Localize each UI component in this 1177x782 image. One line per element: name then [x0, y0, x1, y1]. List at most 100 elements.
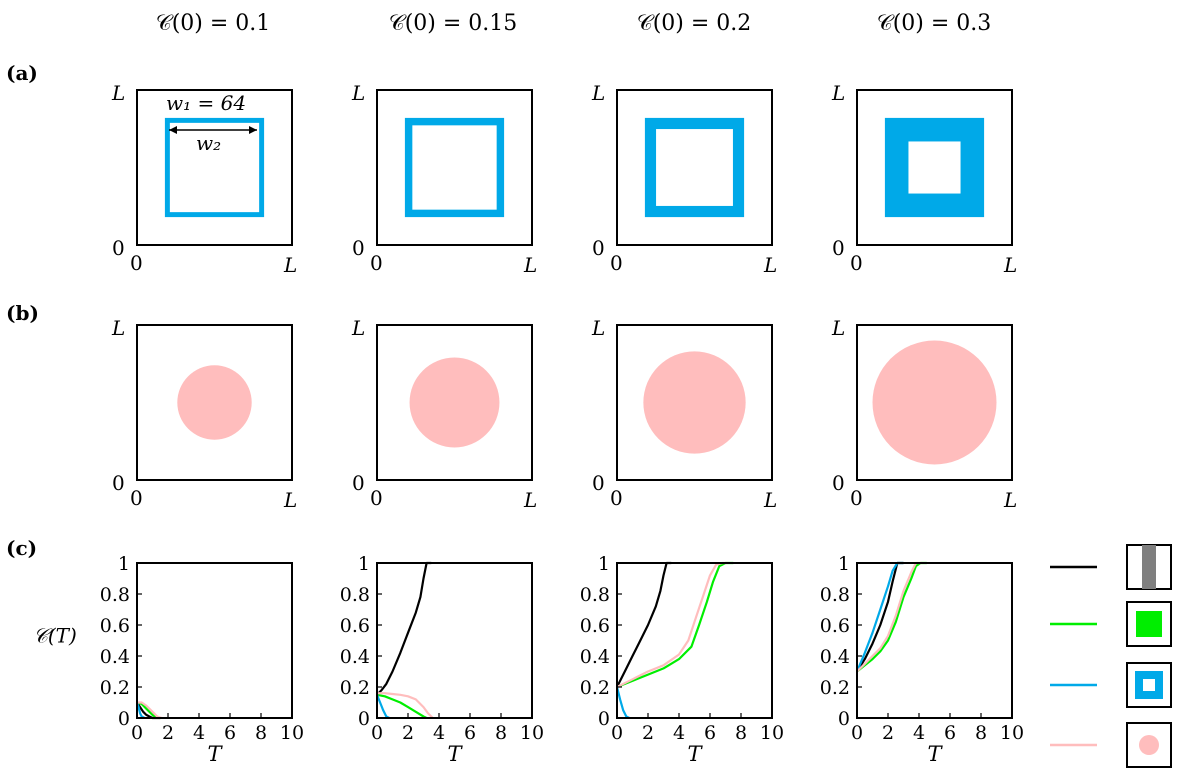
chart-3-ytick-label-6: 1 — [598, 553, 610, 575]
row-a-axis-L-right-1: L — [283, 253, 297, 277]
row-a-axis-0-bottom-2: 0 — [370, 251, 383, 275]
chart-3-xtick-label-1: 0 — [611, 722, 623, 744]
w2-label: w₂ — [196, 131, 221, 155]
solid-square-icon — [1136, 611, 1162, 637]
chart-3-ytick-label-3: 0.4 — [580, 646, 610, 668]
row-label-c: (c) — [6, 536, 37, 560]
chart-1-xtick-label-2: 2 — [162, 722, 174, 744]
row-label-a: (a) — [6, 61, 38, 85]
chart-1-ytick-label-4: 0.6 — [100, 615, 130, 637]
chart-1-xlabel: T — [207, 742, 223, 766]
chart-4-xtick-label-3: 4 — [913, 722, 925, 744]
chart-2-xtick-label-3: 4 — [433, 722, 445, 744]
chart-4-ytick-label-4: 0.6 — [820, 615, 850, 637]
row-a-axis-0-left-1: 0 — [112, 236, 125, 260]
width-annotation: w₁ = 64 w₂ — [166, 91, 257, 155]
chart-1-frame — [136, 562, 293, 719]
chart-4-ytick-label-5: 0.8 — [820, 584, 850, 606]
disk-3 — [643, 351, 746, 454]
row-b-axis-0-bottom-4: 0 — [850, 486, 863, 510]
chart-1-ytick-label-3: 0.4 — [100, 646, 130, 668]
row-a-frame-3 — [616, 89, 773, 246]
row-a-axis-L-right-4: L — [1003, 253, 1017, 277]
chart-1-ytick-label-2: 0.2 — [100, 677, 130, 699]
column-title-2: 𝒞(0) = 0.15 — [389, 11, 518, 36]
chart-4-frame — [856, 562, 1013, 719]
chart-1-ytick-label-6: 1 — [118, 553, 130, 575]
column-title-3: 𝒞(0) = 0.2 — [637, 11, 752, 36]
row-b-axis-0-left-4: 0 — [832, 471, 845, 495]
disk-icon — [1139, 735, 1159, 755]
chart-1-ytick-label-1: 0 — [118, 708, 130, 730]
square-annulus-icon-hole — [1143, 679, 1155, 691]
row-a-axis-0-bottom-3: 0 — [610, 251, 623, 275]
legend — [1050, 544, 1172, 768]
row-a-axis-0-bottom-4: 0 — [850, 251, 863, 275]
w2-arrow-head-right — [249, 126, 257, 134]
chart-4-ytick-label-1: 0 — [838, 708, 850, 730]
chart-3-series-line-4 — [616, 561, 729, 688]
square-annulus-hole-2 — [412, 125, 497, 210]
chart-4-series-line-4 — [856, 561, 923, 673]
chart-4-series-line-3 — [855, 561, 904, 672]
row-a-frame-2 — [376, 89, 533, 246]
row-a-axis-L-top-3: L — [591, 81, 605, 105]
chart-3-frame — [616, 562, 773, 719]
disk-4 — [872, 340, 997, 465]
chart-2-ytick-label-4: 0.6 — [340, 615, 370, 637]
chart-3-ytick-label-4: 0.6 — [580, 615, 610, 637]
chart-2-series-line-4 — [377, 692, 434, 719]
w2-arrow-head-left — [169, 126, 177, 134]
row-a-axis-L-top-1: L — [111, 81, 125, 105]
row-a-axis-0-left-2: 0 — [352, 236, 365, 260]
row-a-axis-L-right-3: L — [763, 253, 777, 277]
row-b-axis-0-bottom-3: 0 — [610, 486, 623, 510]
row-a-frame-4 — [856, 89, 1013, 246]
chart-4-ytick-label-6: 1 — [838, 553, 850, 575]
chart-3-xtick-label-2: 2 — [642, 722, 654, 744]
square-annulus-hole-4 — [908, 141, 961, 194]
chart-4-xtick-label-2: 2 — [882, 722, 894, 744]
chart-2-ytick-label-1: 0 — [358, 708, 370, 730]
chart-3-xtick-label-4: 6 — [704, 722, 716, 744]
row-label-b: (b) — [6, 301, 39, 325]
chart-2-ytick-label-2: 0.2 — [340, 677, 370, 699]
row-a-axis-L-top-2: L — [351, 81, 365, 105]
square-annulus-hole-3 — [656, 129, 733, 206]
chart-2-xtick-label-2: 2 — [402, 722, 414, 744]
chart-3-ytick-label-1: 0 — [598, 708, 610, 730]
chart-4-ytick-label-2: 0.2 — [820, 677, 850, 699]
row-b-frame-3 — [616, 324, 773, 481]
chart-2-ytick-label-5: 0.8 — [340, 584, 370, 606]
chart-1-xtick-label-5: 8 — [255, 722, 267, 744]
chart-1-ylabel: 𝒞(T) — [33, 624, 77, 648]
row-b-axis-L-right-1: L — [283, 488, 297, 512]
chart-2-xtick-label-5: 8 — [495, 722, 507, 744]
chart-1-ytick-label-5: 0.8 — [100, 584, 130, 606]
row-b-frame-2 — [376, 324, 533, 481]
chart-2-ytick-label-3: 0.4 — [340, 646, 370, 668]
chart-2-frame — [376, 562, 533, 719]
chart-4-xtick-label-1: 0 — [851, 722, 863, 744]
chart-2-xtick-label-6: 10 — [520, 722, 544, 744]
chart-4-xlabel: T — [927, 742, 943, 766]
chart-3-ytick-label-2: 0.2 — [580, 677, 610, 699]
chart-4-xtick-label-6: 10 — [1000, 722, 1024, 744]
row-b-axis-L-right-4: L — [1003, 488, 1017, 512]
column-title-1: 𝒞(0) = 0.1 — [156, 11, 271, 36]
chart-4-xtick-label-4: 6 — [944, 722, 956, 744]
chart-2-ytick-label-6: 1 — [358, 553, 370, 575]
chart-3-series-line-2 — [616, 561, 734, 689]
row-b-axis-0-bottom-1: 0 — [130, 486, 143, 510]
row-b-axis-L-top-4: L — [831, 316, 845, 340]
disk-1 — [177, 365, 252, 440]
row-b-axis-0-left-2: 0 — [352, 471, 365, 495]
row-b-frame-4 — [856, 324, 1013, 481]
chart-2-xtick-label-4: 6 — [464, 722, 476, 744]
